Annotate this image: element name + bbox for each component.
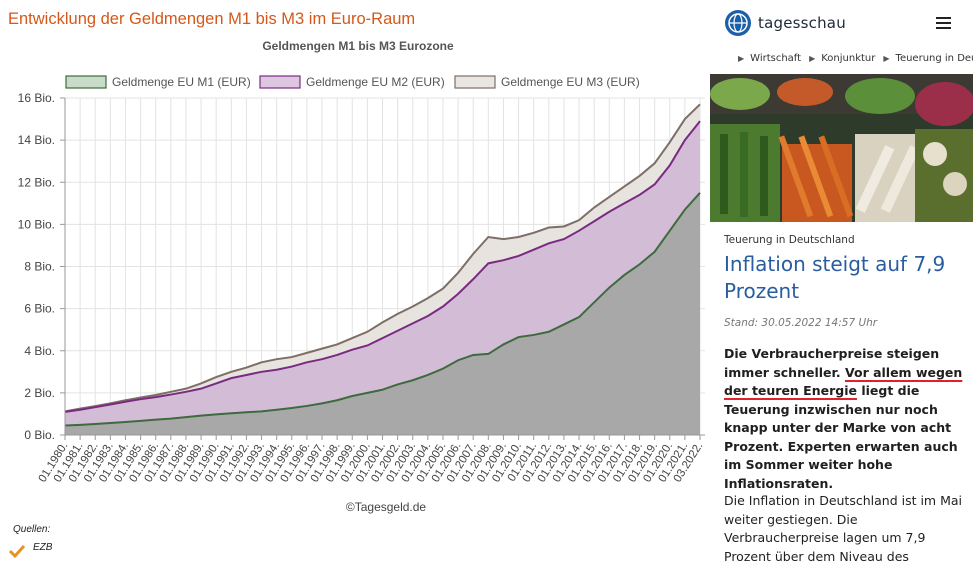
timestamp: Stand: 30.05.2022 14:57 Uhr [724, 317, 878, 329]
legend-label: Geldmenge EU M2 (EUR) [306, 75, 445, 89]
body-paragraph: Die Inflation in Deutschland ist im Mai … [724, 493, 963, 564]
brand[interactable]: tagesschau [724, 9, 846, 37]
chart-title: Geldmengen M1 bis M3 Eurozone [262, 39, 454, 53]
y-tick-label: 10 Bio. [18, 217, 55, 231]
brand-logo [725, 10, 751, 36]
line [64, 192, 701, 427]
y-tick-label: 0 Bio. [24, 428, 55, 442]
y-tick-label: 8 Bio. [24, 260, 55, 274]
page-heading: Entwicklung der Geldmengen M1 bis M3 im … [8, 10, 416, 28]
legend-swatch [65, 75, 107, 89]
lead-highlight: Vor allem wegen der teuren Energie [724, 364, 963, 399]
legend-swatch [454, 75, 496, 89]
chart-panel: Geldmengen M1 bis M3 Eurozone ©Tagesgeld… [8, 10, 706, 559]
lead-text: liegt die Teuerung inzwischen nur noch k… [724, 383, 958, 491]
legend-swatch [259, 75, 301, 89]
credit: ©Tagesgeld.de [346, 500, 427, 514]
area [65, 192, 700, 435]
y-tick-label: 6 Bio. [24, 302, 55, 316]
y-tick-label: 12 Bio. [18, 175, 55, 189]
lead-text: Die Verbraucherpreise steigen immer schn… [724, 346, 940, 380]
y-tick-label: 14 Bio. [18, 133, 55, 147]
breadcrumb[interactable]: Teuerung in Deutschland [895, 53, 973, 64]
article-panel: tagesschau ▶ Wirtschaft ▶ Konjunktur ▶ Teue… [710, 0, 973, 568]
menu-button[interactable] [936, 16, 952, 30]
line [64, 103, 701, 413]
legend-label: Geldmenge EU M1 (EUR) [112, 75, 251, 89]
y-tick-label: 2 Bio. [24, 386, 55, 400]
article-photo [710, 74, 973, 222]
check-icon [8, 544, 26, 559]
chart: Geldmengen M1 bis M3 Eurozone ©Tagesgeld… [18, 39, 706, 514]
line [64, 120, 701, 413]
y-tick-label: 16 Bio. [18, 91, 55, 105]
sources-label: Quellen: [13, 524, 51, 535]
breadcrumb[interactable]: Konjunktur [821, 53, 876, 64]
headline[interactable]: Inflation steigt auf 7,9 Prozent [724, 252, 946, 303]
legend-label: Geldmenge EU M3 (EUR) [501, 75, 640, 89]
breadcrumb[interactable]: Wirtschaft [750, 53, 802, 64]
y-tick-label: 4 Bio. [24, 344, 55, 358]
source: EZB [33, 542, 53, 553]
kicker: Teuerung in Deutschland [724, 234, 855, 246]
brand-name: tagesschau [758, 14, 846, 32]
lead-paragraph: Die Verbraucherpreise steigen immer schn… [724, 345, 969, 493]
breadcrumbs: ▶Wirtschaft ▶Konjunktur ▶Teuerung in Deu… [730, 52, 973, 65]
